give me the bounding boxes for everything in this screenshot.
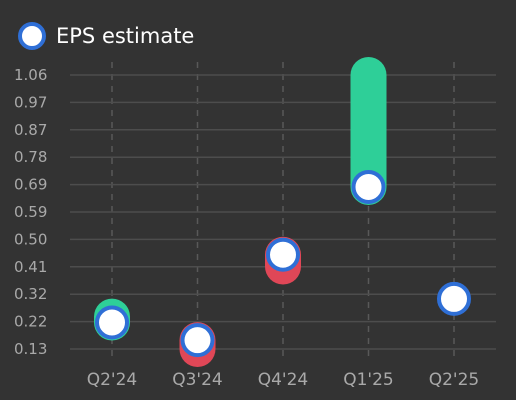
- y-tick-label: 0.69: [14, 176, 47, 194]
- legend-marker-icon: [18, 22, 46, 50]
- y-tick-label: 0.78: [14, 148, 47, 166]
- eps-estimate-marker: [95, 305, 129, 340]
- y-tick-label: 0.32: [14, 285, 47, 303]
- x-tick-label: Q2'24: [87, 370, 138, 390]
- x-tick-label: Q3'24: [172, 370, 223, 390]
- legend-label: EPS estimate: [56, 24, 195, 48]
- y-tick-label: 0.87: [14, 121, 47, 139]
- x-tick-label: Q4'24: [258, 370, 309, 390]
- y-tick-label: 1.06: [14, 66, 47, 84]
- eps-estimate-marker: [266, 237, 300, 272]
- eps-estimate-marker: [180, 323, 215, 358]
- y-tick-label: 0.97: [14, 93, 47, 111]
- x-tick-label: Q2'25: [429, 370, 480, 390]
- x-tick-label: Q1'25: [343, 370, 394, 390]
- y-tick-label: 0.13: [14, 340, 47, 358]
- eps-estimate-marker: [351, 169, 386, 204]
- eps-estimate-marker: [437, 281, 471, 316]
- legend[interactable]: EPS estimate: [18, 19, 194, 53]
- y-tick-label: 0.41: [14, 258, 47, 276]
- y-tick-label: 0.50: [14, 230, 47, 248]
- y-tick-label: 0.59: [14, 203, 47, 221]
- y-tick-label: 0.22: [14, 313, 47, 331]
